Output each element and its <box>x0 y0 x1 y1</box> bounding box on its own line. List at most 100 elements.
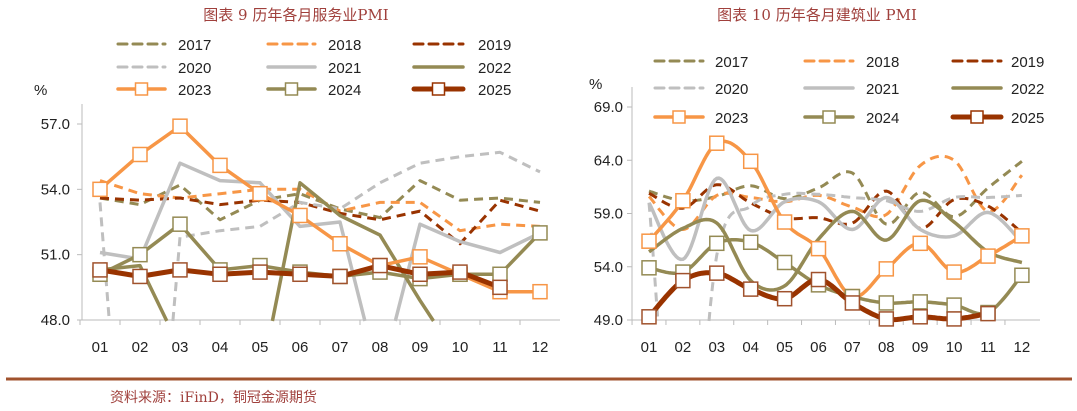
x-tick-label: 10 <box>946 339 963 356</box>
legend-marker-2023 <box>134 82 149 96</box>
x-tick-label: 08 <box>372 339 389 356</box>
data-point-2024 <box>946 297 962 313</box>
data-point-2023 <box>212 157 228 174</box>
series-line-2022 <box>648 198 1023 292</box>
data-point-2023 <box>776 214 793 230</box>
data-point-2023 <box>675 192 691 209</box>
y-tick-label: 48.0 <box>41 312 70 329</box>
data-point-2024 <box>532 225 548 241</box>
data-point-2023 <box>412 249 428 265</box>
chart-title-services: 图表 9 历年各月服务业PMI <box>203 6 389 24</box>
legend-marker-2025 <box>970 110 984 124</box>
data-point-2025 <box>980 305 996 322</box>
series-line-2023 <box>98 124 540 294</box>
data-point-2025 <box>252 264 268 280</box>
y-tick-label: 69.0 <box>594 99 623 116</box>
legend-label-2025: 2025 <box>478 82 511 99</box>
data-point-2023 <box>132 146 148 163</box>
data-point-2025 <box>776 290 793 307</box>
data-point-2025 <box>742 281 759 297</box>
data-point-2023 <box>1014 228 1030 244</box>
data-point-2023 <box>92 181 108 198</box>
y-tick-label: 51.0 <box>41 247 70 264</box>
series-group <box>641 135 1030 327</box>
data-point-2023 <box>641 233 657 249</box>
y-tick-label: 54.0 <box>41 181 70 198</box>
legend-label-2021: 2021 <box>328 60 361 77</box>
data-point-2025 <box>412 266 428 283</box>
data-point-2025 <box>372 257 388 274</box>
x-tick-label: 03 <box>708 339 725 356</box>
series-line-2020 <box>98 150 541 322</box>
legend-label-2024: 2024 <box>328 82 361 99</box>
data-point-2023 <box>532 283 548 300</box>
data-point-2023 <box>709 135 725 151</box>
x-tick-label: 01 <box>92 339 109 356</box>
legend-label-2020: 2020 <box>715 81 748 98</box>
data-point-2025 <box>172 262 188 278</box>
data-point-2023 <box>742 153 759 170</box>
x-tick-label: 03 <box>172 339 189 356</box>
chart-title-construction: 图表 10 历年各月建筑业 PMI <box>717 6 917 24</box>
data-point-2025 <box>212 266 228 283</box>
x-tick-label: 05 <box>776 339 793 356</box>
x-tick-label: 04 <box>742 339 759 356</box>
data-point-2025 <box>452 264 468 280</box>
x-tick-label: 06 <box>810 339 827 356</box>
legend-label-2023: 2023 <box>715 110 748 127</box>
legend-marker-2023 <box>672 110 686 124</box>
y-tick-label: 54.0 <box>594 259 623 276</box>
data-point-2023 <box>980 248 996 264</box>
x-tick-label: 08 <box>878 339 895 356</box>
series-group <box>92 118 548 322</box>
data-point-2025 <box>946 311 962 327</box>
y-tick-label: 59.0 <box>594 206 623 223</box>
series-line-2021 <box>99 161 541 322</box>
source-note: 资料来源：iFinD，铜冠金源期货 <box>110 389 317 406</box>
data-point-2023 <box>252 185 268 202</box>
data-point-2024 <box>172 216 188 232</box>
legend-marker-2024 <box>284 82 299 96</box>
x-tick-label: 11 <box>980 339 996 356</box>
legend-label-2024: 2024 <box>866 110 899 127</box>
series-line-2021 <box>647 176 1024 262</box>
legend-label-2017: 2017 <box>178 37 211 54</box>
x-tick-label: 04 <box>212 339 229 356</box>
data-point-2025 <box>709 265 725 281</box>
construction-chart: 49.0 54.0 59.0 64.0 69.0 01 02 03 04 05 06 07 08 09 10… <box>594 54 1045 356</box>
data-point-2025 <box>92 262 108 278</box>
data-point-2024 <box>912 294 928 310</box>
x-tick-label: 07 <box>332 339 349 356</box>
x-tick-label: 09 <box>912 339 929 356</box>
data-point-2024 <box>641 260 657 276</box>
data-point-2024 <box>878 295 895 311</box>
data-point-2023 <box>946 264 962 280</box>
legend-marker-2024 <box>822 110 836 124</box>
legend-label-2017: 2017 <box>715 54 748 71</box>
data-point-2024 <box>742 234 759 251</box>
y-unit-label: % <box>34 82 47 99</box>
data-point-2025 <box>641 309 657 325</box>
data-point-2025 <box>878 311 895 327</box>
y-tick-label: 57.0 <box>41 116 70 133</box>
x-tick-label: 09 <box>412 339 429 356</box>
series-line-2018 <box>647 154 1024 231</box>
data-point-2024 <box>132 246 148 263</box>
data-point-2025 <box>492 279 508 296</box>
data-point-2023 <box>912 235 928 252</box>
data-point-2025 <box>675 272 691 289</box>
x-tick-label: 01 <box>641 339 658 356</box>
legend-label-2022: 2022 <box>478 60 511 77</box>
legend-label-2018: 2018 <box>328 37 361 54</box>
legend-label-2019: 2019 <box>1011 54 1044 71</box>
data-point-2023 <box>810 240 827 257</box>
data-point-2025 <box>844 295 861 311</box>
legend-label-2022: 2022 <box>1011 81 1044 98</box>
x-tick-label: 11 <box>492 339 508 356</box>
x-tick-label: 10 <box>452 339 469 356</box>
x-tick-label: 12 <box>532 339 549 356</box>
legend-label-2025: 2025 <box>1011 110 1044 127</box>
y-unit-label: % <box>589 76 602 93</box>
x-tick-label: 05 <box>252 339 269 356</box>
legend-label-2021: 2021 <box>866 81 899 98</box>
